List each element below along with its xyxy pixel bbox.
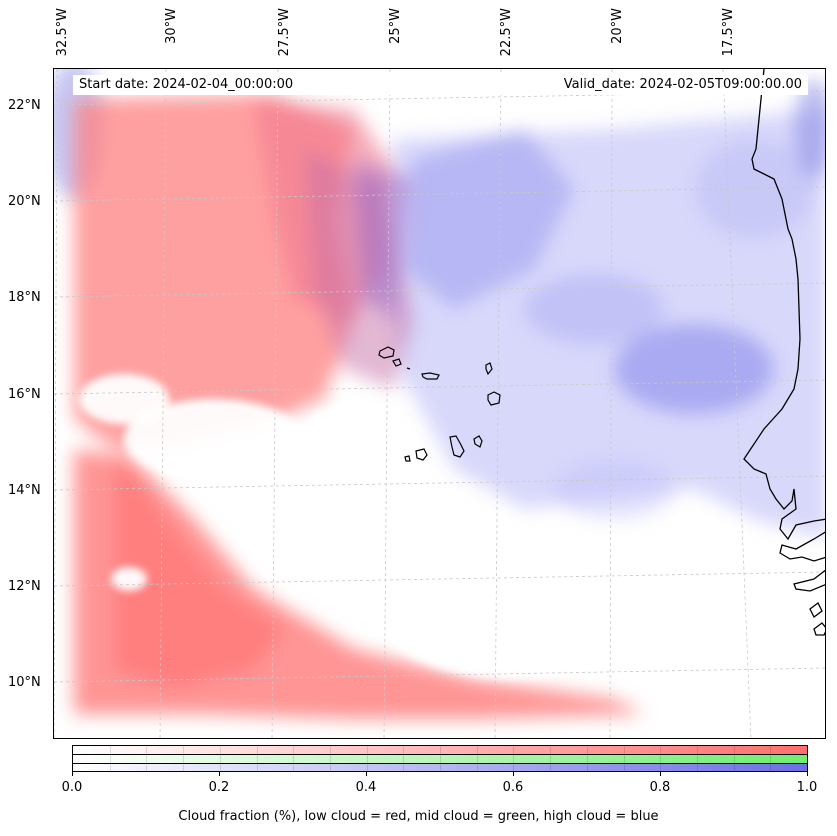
lon-label-27-5w: 27.5°W xyxy=(277,8,292,57)
island-santo-antao xyxy=(378,346,395,359)
colorbar-level-divider xyxy=(586,746,588,771)
colorbar-tick xyxy=(513,772,514,776)
colorbar xyxy=(72,745,808,772)
lat-label-12n: 12°N xyxy=(8,579,41,594)
colorbar-tick xyxy=(72,772,73,776)
colorbar-level-divider xyxy=(623,746,625,771)
island-brava xyxy=(404,455,411,462)
cape-verde-islands xyxy=(378,346,501,462)
lon-label-20w: 20°W xyxy=(610,8,625,44)
colorbar-tick-label-0-2: 0.2 xyxy=(208,780,230,795)
island-sao-nicolau xyxy=(421,372,440,380)
colorbar-level-divider xyxy=(146,746,148,771)
cloud-fraction-map[interactable] xyxy=(53,68,826,739)
clear-patches xyxy=(79,374,654,679)
colorbar-mid-cloud xyxy=(73,755,807,764)
lon-label-22-5w: 22.5°W xyxy=(499,8,514,57)
colorbar-tick-label-0-6: 0.6 xyxy=(502,780,524,795)
colorbar-tick xyxy=(219,772,220,776)
colorbar-level-divider xyxy=(293,746,295,771)
island-santiago xyxy=(449,435,465,458)
colorbar-tick xyxy=(807,772,808,776)
colorbar-level-divider xyxy=(366,746,368,771)
map-canvas xyxy=(54,69,825,738)
colorbar-level-divider xyxy=(183,746,185,771)
island-sao-vicente xyxy=(392,358,402,367)
lat-label-16n: 16°N xyxy=(8,387,41,402)
colorbar-level-divider xyxy=(440,746,441,771)
colorbar-tick-label-0: 0.0 xyxy=(61,780,83,795)
colorbar-level-divider xyxy=(476,746,478,771)
colorbar-level-divider xyxy=(109,746,111,771)
colorbar-tick xyxy=(366,772,367,776)
lat-label-10n: 10°N xyxy=(8,675,41,690)
island-maio xyxy=(473,435,483,448)
lat-label-22n: 22°N xyxy=(8,98,41,113)
lon-label-32-5w: 32.5°W xyxy=(55,8,70,57)
colorbar-level-divider xyxy=(256,746,258,771)
start-date-label: Start date: 2024-02-04_00:00:00 xyxy=(73,75,309,95)
colorbar-tick-label-1: 1.0 xyxy=(796,780,818,795)
colorbar-level-divider xyxy=(660,746,662,771)
colorbar-level-divider xyxy=(513,746,515,771)
low-cloud-field xyxy=(74,94,644,719)
lon-label-30w: 30°W xyxy=(164,8,179,44)
colorbar-high-cloud xyxy=(73,764,807,771)
colorbar-tick-label-0-8: 0.8 xyxy=(649,780,671,795)
lon-label-25w: 25°W xyxy=(388,8,403,44)
colorbar-level-divider xyxy=(219,746,221,771)
island-fogo xyxy=(415,448,428,461)
colorbar-level-divider xyxy=(696,746,698,771)
lat-label-18n: 18°N xyxy=(8,290,41,305)
lon-label-17-5w: 17.5°W xyxy=(721,8,736,57)
island-santa-luzia xyxy=(406,367,411,370)
island-boa-vista xyxy=(487,391,501,406)
lat-label-20n: 20°N xyxy=(8,194,41,209)
colorbar-level-divider xyxy=(770,746,772,771)
colorbar-caption: Cloud fraction (%), low cloud = red, mid… xyxy=(178,809,659,824)
colorbar-tick-label-0-4: 0.4 xyxy=(355,780,377,795)
colorbar-level-divider xyxy=(329,746,331,771)
colorbar-tick xyxy=(660,772,661,776)
colorbar-low-cloud xyxy=(73,746,807,755)
colorbar-level-divider xyxy=(550,746,552,771)
island-sal xyxy=(485,362,493,376)
valid-date-label: Valid_date: 2024-02-05T09:00:00.00 xyxy=(512,75,808,95)
african-coastline xyxy=(743,69,825,636)
lat-label-14n: 14°N xyxy=(8,483,41,498)
colorbar-level-divider xyxy=(733,746,735,771)
colorbar-level-divider xyxy=(403,746,405,771)
